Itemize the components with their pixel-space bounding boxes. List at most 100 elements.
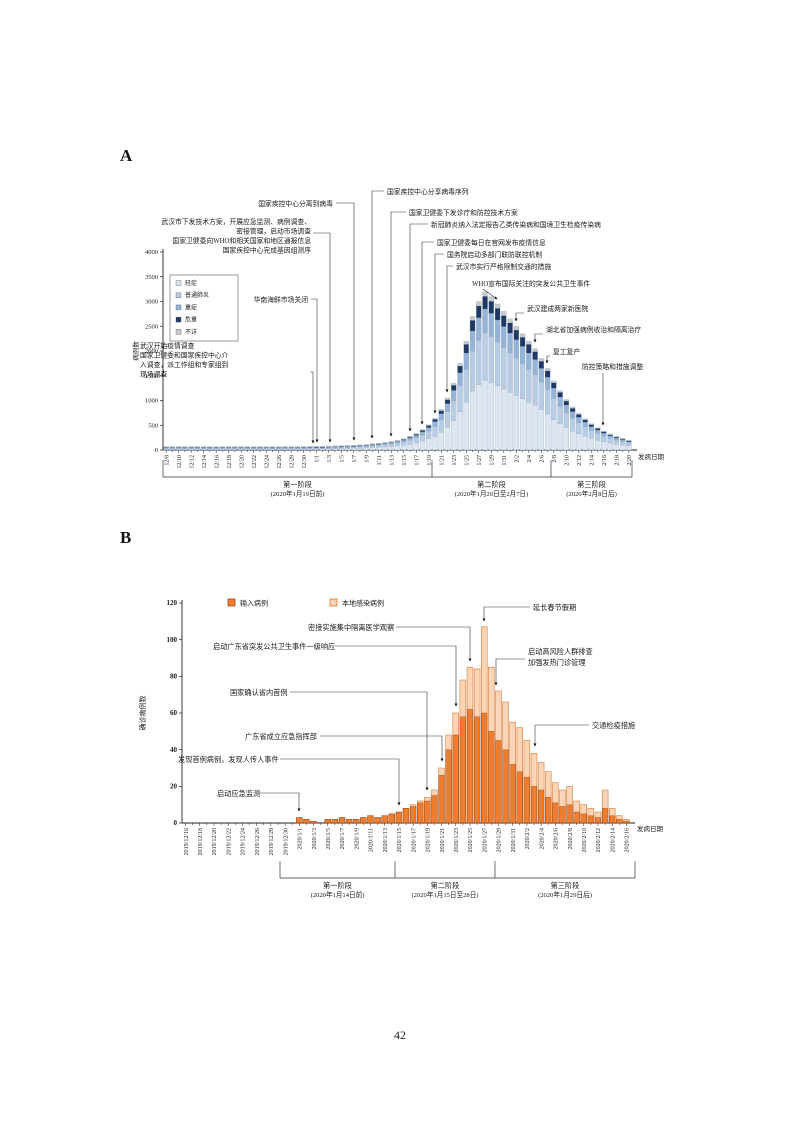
bar-segment bbox=[516, 771, 523, 824]
bar-segment bbox=[501, 315, 507, 327]
bar-segment bbox=[507, 318, 513, 323]
bar-segment bbox=[509, 721, 516, 765]
bar-segment bbox=[394, 440, 401, 442]
annotation-leader-line bbox=[545, 355, 550, 364]
x-tick-label: 2/18 bbox=[615, 455, 621, 466]
bar-segment bbox=[469, 391, 476, 451]
bar-segment bbox=[502, 749, 509, 824]
bar-segment bbox=[519, 337, 526, 347]
bar-segment bbox=[594, 433, 601, 441]
bar-segment bbox=[431, 795, 438, 824]
annotation-leader-line bbox=[335, 645, 458, 707]
bar-segment bbox=[338, 447, 344, 449]
bar-segment bbox=[626, 441, 632, 444]
bar-segment bbox=[544, 413, 551, 451]
bar-segment bbox=[530, 753, 538, 787]
bar-segment bbox=[426, 424, 432, 426]
x-tick-label: 2020/1/21 bbox=[440, 828, 446, 852]
bar-segment bbox=[388, 813, 395, 824]
bar-segment bbox=[563, 412, 569, 428]
bar-segment bbox=[613, 436, 620, 438]
annotation-leader-line bbox=[396, 626, 472, 662]
bar-segment bbox=[444, 399, 451, 404]
x-tick-label: 2019/12/24 bbox=[241, 828, 247, 855]
bar-segment bbox=[538, 382, 544, 410]
bar-segment bbox=[494, 308, 501, 321]
bar-segment bbox=[424, 800, 431, 824]
bar-segment bbox=[303, 819, 310, 824]
annotation-text: 密接管理，启动市场调查 bbox=[236, 227, 311, 236]
stage-sublabel: (2020年1月20日至2月7日) bbox=[455, 489, 529, 498]
bar-segment bbox=[369, 443, 376, 445]
legend: 输入病例 本地感染病例 bbox=[227, 599, 384, 608]
bar-segment bbox=[469, 316, 476, 321]
annotation: WHO宣布国际关注的突发公共卫生事件 bbox=[472, 279, 590, 300]
bar-segment bbox=[426, 425, 432, 428]
bar-segment bbox=[401, 440, 407, 443]
bar-segment bbox=[476, 305, 482, 318]
bar-segment bbox=[326, 445, 332, 447]
legend-swatch bbox=[175, 280, 182, 286]
x-tick-label: 2020/2/8 bbox=[568, 828, 574, 849]
stage-sublabel: (2020年1月19日前) bbox=[271, 489, 325, 498]
bar-segment bbox=[601, 808, 609, 824]
panel-a-label: A bbox=[120, 146, 133, 165]
bar-segment bbox=[557, 405, 563, 424]
annotation-leader-line bbox=[290, 691, 429, 791]
annotation-text: 国务院启动多部门联防联控机制 bbox=[447, 250, 542, 259]
bar-segment bbox=[226, 446, 232, 448]
x-tick-label: 2/8 bbox=[552, 455, 558, 463]
stage-label: 第二阶段 bbox=[431, 881, 460, 890]
bar-segment bbox=[431, 789, 438, 796]
annotation: 国家疾控中心分享病毒序列 bbox=[370, 187, 469, 439]
bar-segment bbox=[401, 441, 407, 446]
bar-segment bbox=[519, 363, 526, 399]
bar-segment bbox=[626, 442, 632, 446]
bar-segment bbox=[532, 374, 538, 406]
bar-segment bbox=[488, 731, 495, 824]
bar-segment bbox=[332, 445, 338, 447]
stage-sublabel: (2020年1月14日前) bbox=[311, 890, 365, 899]
annotation-text: 国家卫健委下发诊疗和防控技术方案 bbox=[409, 208, 518, 217]
bar-segment bbox=[495, 740, 502, 824]
bar-segment bbox=[451, 385, 457, 391]
bar-segment bbox=[569, 408, 576, 412]
stage-label: 第三阶段 bbox=[577, 480, 606, 489]
bar-segment bbox=[438, 410, 444, 414]
bar-segment bbox=[388, 446, 394, 451]
bar-segment bbox=[476, 301, 482, 307]
bar-segment bbox=[594, 430, 601, 434]
bar-segment bbox=[413, 433, 419, 435]
annotation-leader-line bbox=[260, 792, 301, 812]
x-tick-label: 2020/1/3 bbox=[312, 828, 318, 849]
bar-segment bbox=[526, 340, 532, 345]
bar-segment bbox=[473, 716, 481, 824]
bar-segment bbox=[626, 445, 632, 451]
bar-segment bbox=[569, 430, 576, 451]
bar-segment bbox=[200, 446, 207, 448]
bar-segment bbox=[207, 446, 213, 448]
bar-segment bbox=[353, 819, 360, 824]
annotation: 武汉市下发技术方案，开展应急监测、病例调查、密接管理，启动市场调查国家卫健委向W… bbox=[161, 217, 332, 443]
annotation: 防控策略和措施调整 bbox=[582, 362, 643, 426]
bar-segment bbox=[494, 385, 501, 451]
legend-swatch bbox=[175, 329, 182, 335]
y-tick-label: 120 bbox=[167, 599, 178, 607]
annotation: 新冠肺炎纳入法定报告乙类传染病和国境卫生检疫传染病 bbox=[408, 220, 601, 432]
bar-segment bbox=[376, 445, 382, 448]
bar-segment bbox=[588, 424, 595, 427]
bar-segment bbox=[363, 447, 369, 451]
bar-segment bbox=[576, 422, 582, 435]
bar-segment bbox=[451, 390, 457, 401]
annotation: 华南海鲜市场关闭 bbox=[254, 295, 319, 443]
bar-segment bbox=[451, 383, 457, 386]
bar-segment bbox=[407, 436, 413, 438]
annotation-leader-line bbox=[313, 232, 332, 443]
bar-segment bbox=[338, 445, 344, 447]
bar-segment bbox=[576, 433, 582, 451]
bar-segment bbox=[188, 446, 194, 448]
bar-segment bbox=[452, 712, 459, 736]
bar-segment bbox=[282, 446, 288, 448]
bar-segment bbox=[432, 418, 438, 420]
bar-segment bbox=[623, 819, 630, 822]
